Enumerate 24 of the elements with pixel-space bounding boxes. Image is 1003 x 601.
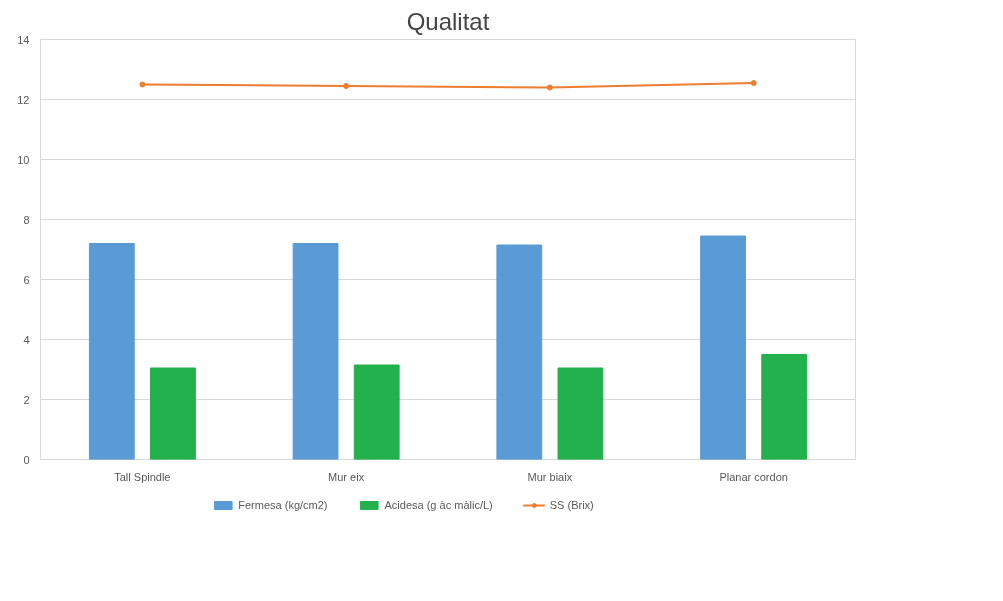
- y-tick-label: 8: [23, 213, 30, 226]
- bar: [353, 364, 400, 460]
- x-tick-label: Mur eix: [328, 470, 365, 483]
- y-tick-label: 4: [23, 333, 30, 346]
- bar: [496, 244, 543, 460]
- bar: [88, 243, 135, 460]
- bar: [557, 367, 604, 460]
- legend-label: Acidesa (g àc màlic/L): [384, 499, 493, 511]
- bar: [700, 235, 746, 460]
- bar: [292, 243, 339, 460]
- x-tick-label: Mur biaix: [527, 470, 573, 483]
- y-tick-label: 10: [17, 153, 30, 166]
- legend-label: SS (Brix): [549, 499, 594, 511]
- y-tick-label: 0: [23, 453, 30, 466]
- y-tick-label: 2: [23, 393, 30, 406]
- y-tick-label: 14: [17, 33, 30, 46]
- chart-title: Qualitat: [406, 7, 490, 35]
- y-tick-label: 12: [17, 93, 30, 106]
- legend-label: Fermesa (kg/cm2): [238, 499, 328, 511]
- bar: [761, 354, 808, 460]
- x-tick-label: Tall Spindle: [114, 470, 171, 483]
- y-tick-label: 6: [23, 273, 30, 286]
- bar: [150, 367, 196, 460]
- x-tick-label: Planar cordon: [719, 470, 788, 483]
